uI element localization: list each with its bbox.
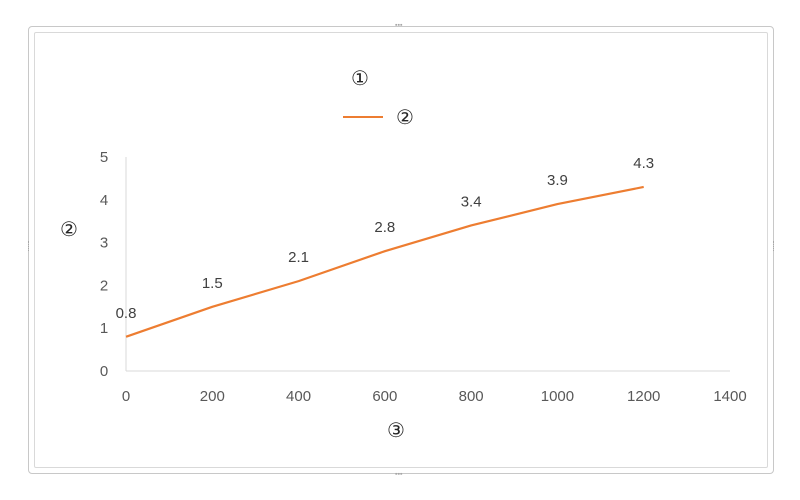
chart-area-border [34,32,768,468]
axes: 0 200 400 600 800 1000 1200 1400 0 1 2 3 4 5 [100,149,747,405]
x-tick-label: 1400 [713,388,746,405]
x-tick-label: 200 [200,388,225,405]
data-label: 2.1 [288,249,309,266]
legend[interactable]: ② [343,104,414,130]
x-axis-title[interactable]: ③ [387,420,405,442]
resize-handle-bottom[interactable]: ▪▪▪ [395,471,403,478]
y-axis-title[interactable]: ② [60,219,78,241]
y-tick-label: 1 [100,320,108,337]
data-label: 2.8 [374,219,395,236]
legend-line-swatch [343,116,383,118]
x-tick-label: 600 [372,388,397,405]
data-label: 4.3 [633,155,654,172]
y-tick-label: 2 [100,277,108,294]
series-line [125,185,644,338]
x-tick-label: 800 [459,388,484,405]
data-label: 3.4 [461,193,482,210]
series-group [125,185,644,338]
data-label: 1.5 [202,275,223,292]
x-tick-label: 1200 [627,388,660,405]
legend-label: ② [396,106,414,129]
data-labels: 0.8 1.5 2.1 2.8 3.4 3.9 4.3 [116,155,655,322]
y-tick-label: 0 [100,363,108,380]
x-tick-label: 1000 [541,388,574,405]
data-label: 3.9 [547,172,568,189]
y-tick-label: 5 [100,149,108,166]
x-tick-label: 400 [286,388,311,405]
x-tick-label: 0 [122,388,130,405]
chart-title[interactable]: ① [351,68,369,90]
resize-handle-top[interactable]: ▪▪▪ [395,22,403,29]
chart-container[interactable]: ▪▪▪ ▪▪▪ [28,22,774,478]
y-tick-label: 3 [100,235,108,252]
y-tick-label: 4 [100,192,108,209]
data-label: 0.8 [116,305,137,322]
